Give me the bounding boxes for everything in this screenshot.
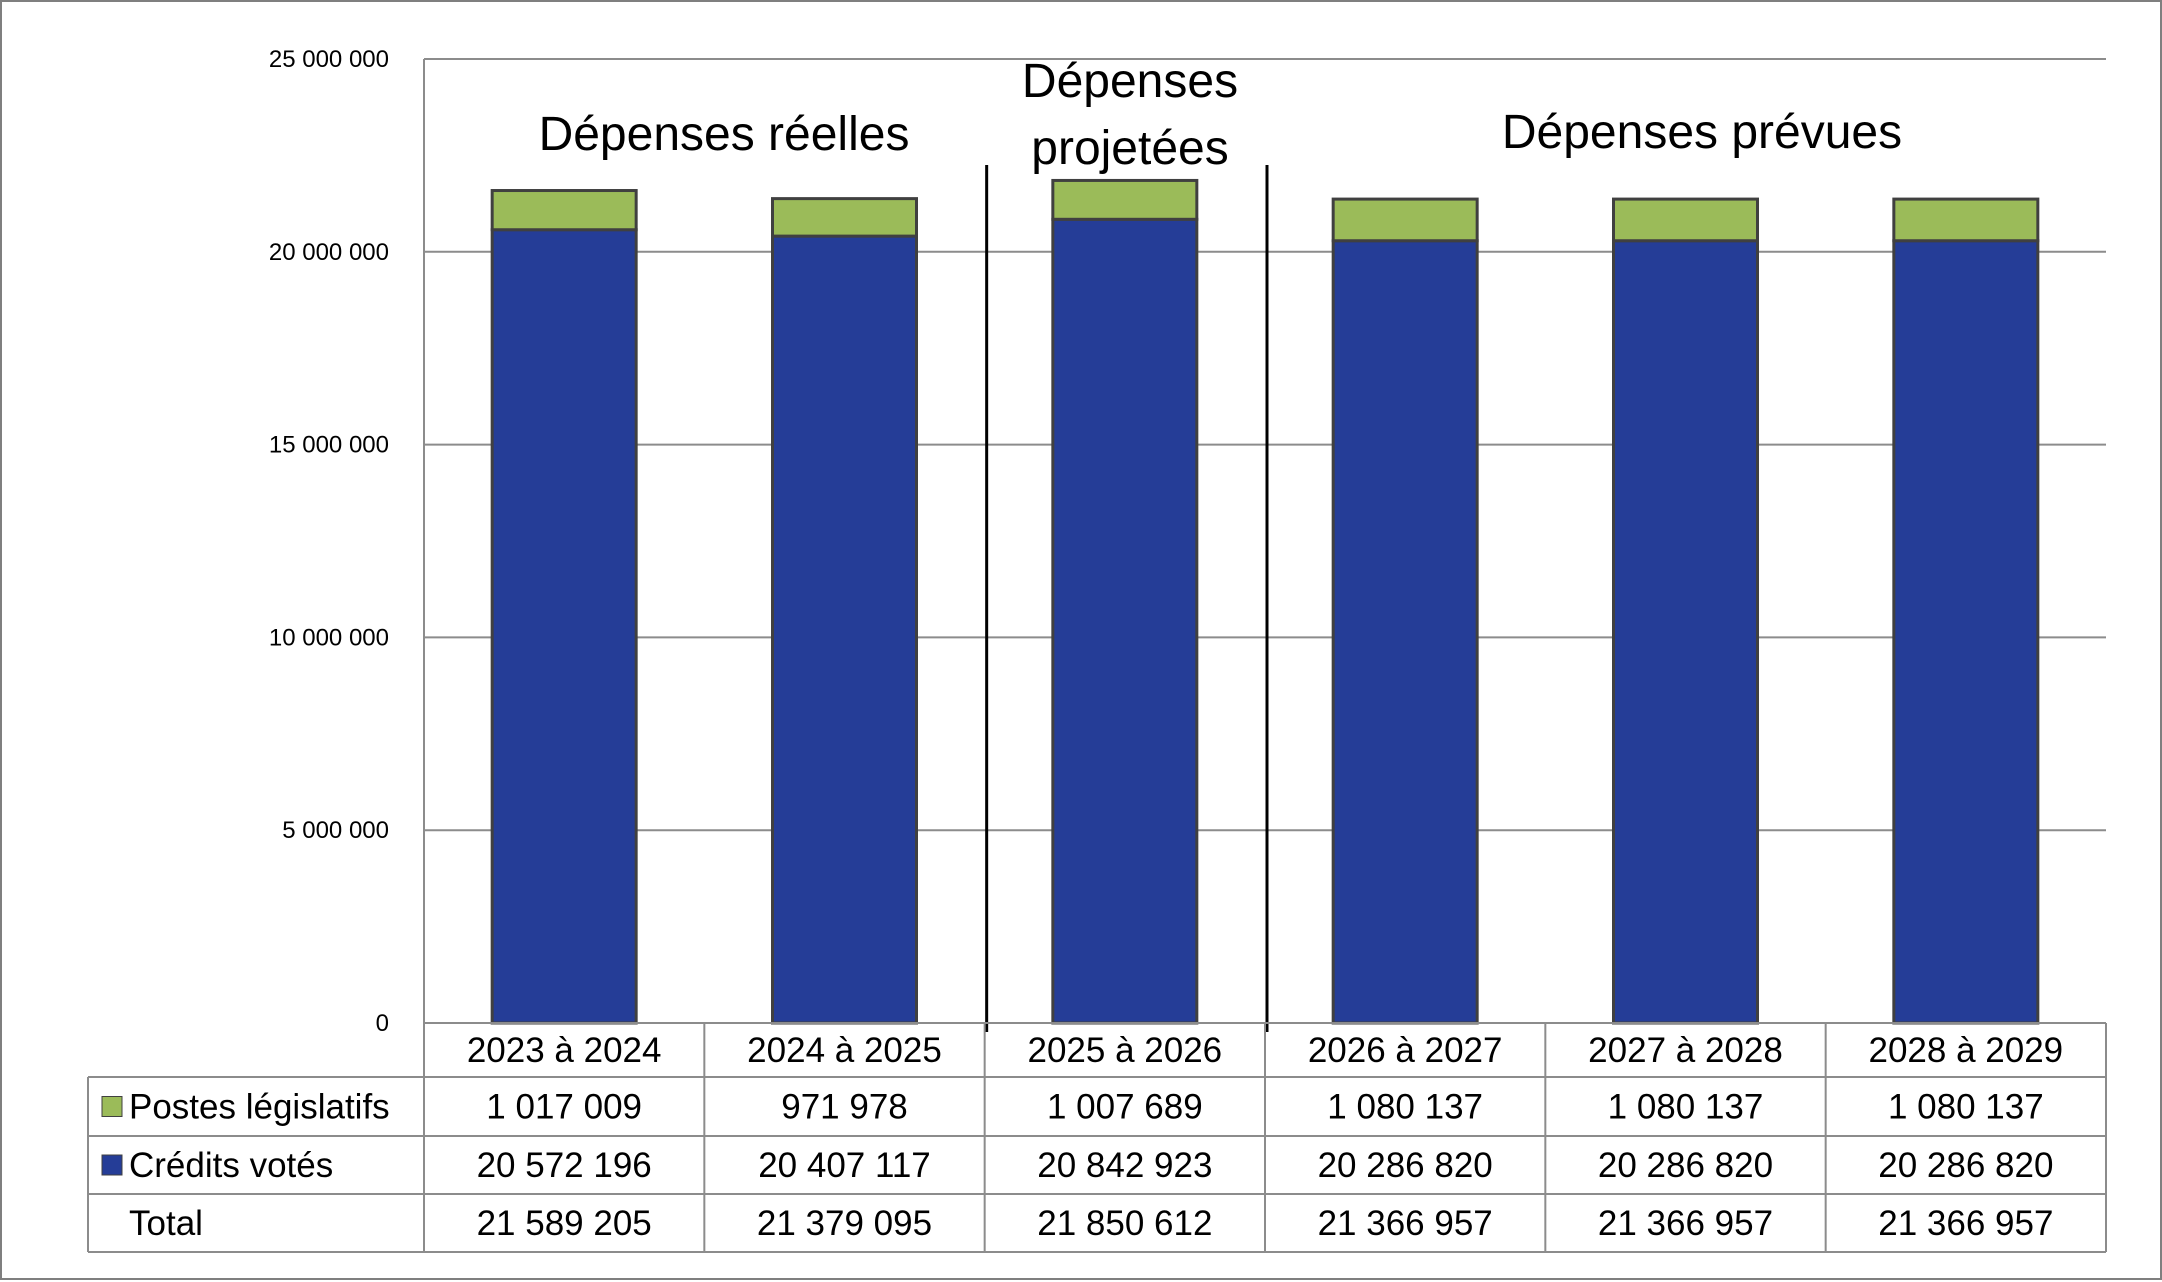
- legend-swatch: [101, 1154, 123, 1176]
- bar-segment: [771, 234, 918, 1025]
- x-tick-label: 2024 à 2025: [747, 1031, 942, 1070]
- table-cell-value: 21 589 205: [477, 1204, 652, 1243]
- x-tick-label: 2027 à 2028: [1588, 1031, 1783, 1070]
- table-cell-value: 21 366 957: [1598, 1204, 1773, 1243]
- bar-segment: [1612, 197, 1759, 243]
- x-tick-label: 2023 à 2024: [467, 1031, 662, 1070]
- legend-swatch: [101, 1096, 123, 1117]
- table-cell-value: 1 080 137: [1608, 1088, 1764, 1127]
- period-separators: [985, 165, 1269, 1032]
- table-cell-value: 20 286 820: [1318, 1146, 1493, 1185]
- bar-segment: [1892, 197, 2040, 243]
- annotation-depenses-prevues: Dépenses prévues: [1502, 106, 1902, 159]
- table-cell-value: 20 572 196: [477, 1146, 652, 1185]
- table-cell-value: 20 286 820: [1878, 1146, 2053, 1185]
- table-cell-value: 971 978: [781, 1088, 908, 1127]
- x-tick-label: 2025 à 2026: [1028, 1031, 1223, 1070]
- y-axis-ticks: 0 5 000 000 10 000 000 15 000 000 20 000 000…: [269, 46, 389, 1037]
- y-tick-label: 15 000 000: [269, 432, 389, 459]
- table-cell-value: 20 407 117: [758, 1146, 931, 1185]
- table-cell-value: 1 007 689: [1047, 1088, 1203, 1127]
- annotation-depenses-reelles: Dépenses réelles: [539, 108, 910, 161]
- annotation-depenses-projetees-line2: projetées: [1031, 122, 1228, 175]
- gridlines: [423, 58, 2106, 1024]
- bar-segment: [1612, 239, 1759, 1025]
- bar-segment: [1051, 178, 1199, 221]
- bar-segment: [490, 228, 638, 1025]
- legend-label: Crédits votés: [129, 1146, 333, 1185]
- table-cell-value: 20 286 820: [1598, 1146, 1773, 1185]
- table-cell-value: 1 017 009: [486, 1088, 642, 1127]
- bars: [490, 178, 2040, 1025]
- table-cell-value: 21 366 957: [1318, 1204, 1493, 1243]
- table-cell-value: 21 850 612: [1037, 1204, 1212, 1243]
- table-cell-value: 1 080 137: [1327, 1088, 1483, 1127]
- bar-segment: [771, 197, 918, 238]
- bar-segment: [1331, 197, 1479, 243]
- legend-label: Total: [129, 1204, 203, 1243]
- table-cell-value: 21 366 957: [1878, 1204, 2053, 1243]
- data-table: 2023 à 2024 2024 à 2025 2025 à 2026 2026 à …: [87, 1022, 2107, 1253]
- bar-segment: [490, 189, 638, 232]
- y-tick-label: 25 000 000: [269, 46, 389, 73]
- y-tick-label: 10 000 000: [269, 624, 389, 651]
- y-tick-label: 0: [376, 1010, 389, 1037]
- y-tick-label: 5 000 000: [282, 817, 389, 844]
- legend-label: Postes législatifs: [129, 1088, 390, 1127]
- y-tick-label: 20 000 000: [269, 239, 389, 266]
- table-cell-value: 20 842 923: [1037, 1146, 1212, 1185]
- x-tick-label: 2026 à 2027: [1308, 1031, 1503, 1070]
- annotation-depenses-projetees: Dépenses: [1022, 55, 1238, 108]
- bar-segment: [1892, 239, 2040, 1025]
- table-cell-value: 21 379 095: [757, 1204, 932, 1243]
- table-cell-value: 1 080 137: [1888, 1088, 2044, 1127]
- bar-segment: [1051, 217, 1199, 1025]
- x-tick-label: 2028 à 2029: [1869, 1031, 2064, 1070]
- bar-segment: [1331, 239, 1479, 1025]
